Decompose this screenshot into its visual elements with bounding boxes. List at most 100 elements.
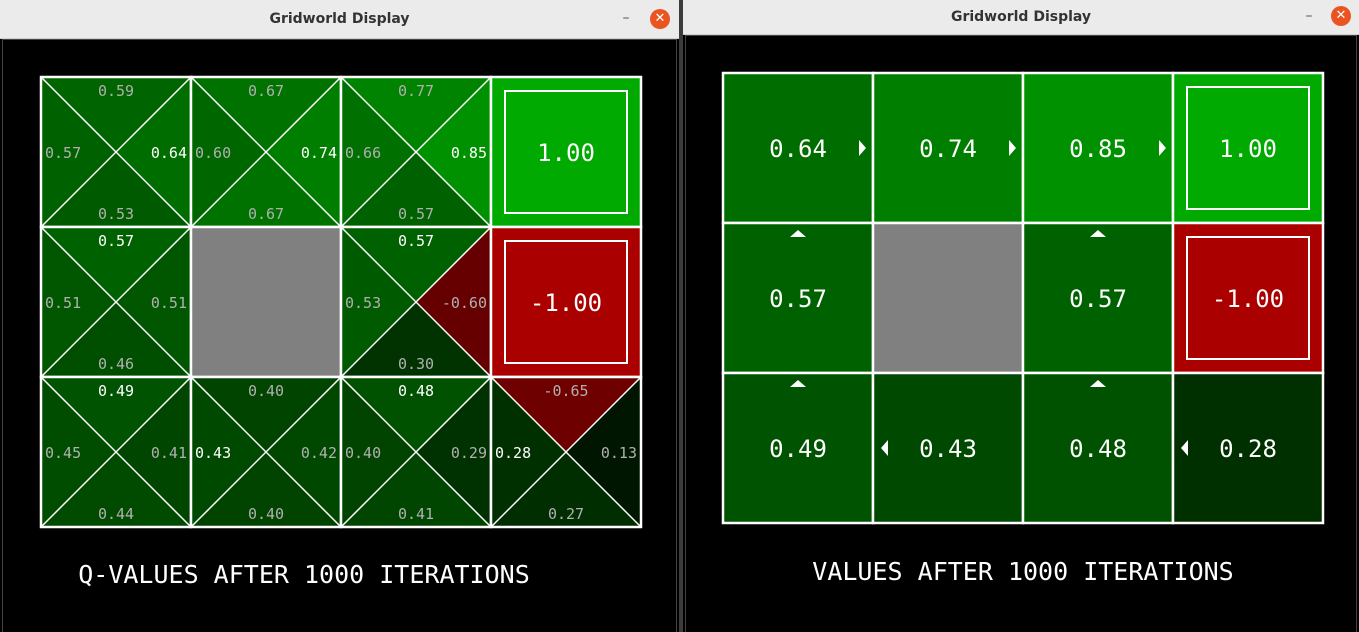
q-value-e: 0.74 bbox=[301, 144, 337, 162]
grid-cell: 0.57 -0.60 0.30 0.53 bbox=[339, 225, 493, 379]
terminal-cell bbox=[1173, 223, 1323, 373]
grid-cell: 0.48 0.29 0.41 0.40 bbox=[339, 375, 493, 529]
q-triangle-e bbox=[266, 77, 341, 227]
grid-cell: 0.28 bbox=[1171, 371, 1325, 525]
q-triangle-e bbox=[416, 227, 491, 377]
policy-arrow-icon bbox=[1009, 140, 1016, 156]
grid-cell: 0.67 0.74 0.67 0.60 bbox=[189, 75, 343, 229]
grid-cell: 0.74 bbox=[871, 71, 1025, 225]
q-value-n: 0.49 bbox=[98, 382, 134, 400]
terminal-inner-box bbox=[1186, 236, 1310, 360]
title-bar[interactable]: Gridworld Display – ✕ bbox=[683, 0, 1359, 35]
q-triangle-s bbox=[491, 452, 641, 527]
q-triangle-e bbox=[266, 377, 341, 527]
q-value-e: 0.13 bbox=[601, 444, 637, 462]
value-cell bbox=[1023, 73, 1173, 223]
policy-arrow-icon bbox=[790, 380, 806, 387]
q-triangle-s bbox=[191, 452, 341, 527]
q-value-e: 0.64 bbox=[151, 144, 187, 162]
terminal-cell bbox=[1173, 73, 1323, 223]
q-value-n: 0.57 bbox=[98, 232, 134, 250]
canvas-area: 0.59 0.64 0.53 0.57 0.67 0.74 0.67 0.60 0.77 0.85… bbox=[2, 39, 677, 632]
q-triangle-e bbox=[566, 377, 641, 527]
q-value-n: 0.67 bbox=[248, 82, 284, 100]
q-value-w: 0.28 bbox=[495, 444, 531, 462]
q-value-s: 0.30 bbox=[398, 355, 434, 373]
q-value-s: 0.53 bbox=[98, 205, 134, 223]
policy-arrow-icon bbox=[1090, 380, 1106, 387]
grid-cell: 0.48 bbox=[1021, 371, 1175, 525]
grid-cell: 0.57 bbox=[721, 221, 875, 375]
cell-diagonal bbox=[340, 226, 492, 378]
value-cell bbox=[873, 73, 1023, 223]
q-value-w: 0.60 bbox=[195, 144, 231, 162]
q-triangle-s bbox=[41, 302, 191, 377]
grid-cell: 1.00 bbox=[489, 75, 643, 229]
state-value: 0.28 bbox=[1219, 435, 1277, 463]
q-value-s: 0.67 bbox=[248, 205, 284, 223]
close-button[interactable]: ✕ bbox=[650, 9, 670, 29]
policy-arrow-icon bbox=[1181, 440, 1188, 456]
q-triangle-n bbox=[191, 377, 341, 452]
value-cell bbox=[1023, 223, 1173, 373]
cell-border bbox=[489, 375, 643, 529]
state-value: 0.57 bbox=[1069, 285, 1127, 313]
q-value-e: 0.51 bbox=[151, 294, 187, 312]
q-triangle-s bbox=[41, 452, 191, 527]
q-triangle-n bbox=[41, 227, 191, 302]
terminal-cell bbox=[491, 227, 641, 377]
q-triangle-s bbox=[341, 302, 491, 377]
value-cell bbox=[1023, 373, 1173, 523]
grid-cell: 0.77 0.85 0.57 0.66 bbox=[339, 75, 493, 229]
terminal-value: 1.00 bbox=[537, 139, 595, 167]
q-value-n: 0.48 bbox=[398, 382, 434, 400]
state-value: 0.49 bbox=[769, 435, 827, 463]
q-value-w: 0.57 bbox=[45, 144, 81, 162]
q-triangle-w bbox=[191, 77, 266, 227]
title-bar[interactable]: Gridworld Display – ✕ bbox=[0, 0, 679, 39]
q-value-n: 0.59 bbox=[98, 82, 134, 100]
q-value-s: 0.44 bbox=[98, 505, 134, 523]
q-value-n: 0.40 bbox=[248, 382, 284, 400]
state-value: 0.74 bbox=[919, 135, 977, 163]
q-triangle-n bbox=[341, 77, 491, 152]
q-triangle-w bbox=[41, 377, 116, 527]
grid-cell: 0.59 0.64 0.53 0.57 bbox=[39, 75, 193, 229]
qvalues-canvas: 0.59 0.64 0.53 0.57 0.67 0.74 0.67 0.60 0.77 0.85… bbox=[39, 75, 643, 589]
q-triangle-n bbox=[41, 77, 191, 152]
terminal-inner-box bbox=[504, 240, 628, 364]
grid-cell: -1.00 bbox=[1171, 221, 1325, 375]
grid-cell bbox=[871, 221, 1025, 375]
policy-arrow-icon bbox=[1090, 230, 1106, 237]
values-window: Gridworld Display – ✕ 0.64 0.74 0.85 1.00 0.… bbox=[683, 0, 1359, 632]
q-value-s: 0.57 bbox=[398, 205, 434, 223]
minimize-button[interactable]: – bbox=[622, 10, 630, 26]
q-triangle-e bbox=[116, 77, 191, 227]
value-cell bbox=[873, 373, 1023, 523]
cell-diagonal bbox=[190, 76, 342, 228]
q-triangle-n bbox=[491, 377, 641, 452]
q-value-e: -0.60 bbox=[442, 294, 487, 312]
q-value-s: 0.27 bbox=[548, 505, 584, 523]
grid-cell bbox=[189, 225, 343, 379]
policy-arrow-icon bbox=[859, 140, 866, 156]
grid-cell: 0.40 0.42 0.40 0.43 bbox=[189, 375, 343, 529]
q-value-s: 0.40 bbox=[248, 505, 284, 523]
q-triangle-e bbox=[416, 377, 491, 527]
close-button[interactable]: ✕ bbox=[1331, 6, 1351, 26]
grid-cell: 0.49 0.41 0.44 0.45 bbox=[39, 375, 193, 529]
values-canvas: 0.64 0.74 0.85 1.00 0.57 0.57 -1.00 0.49 0.43 0.4… bbox=[721, 71, 1325, 586]
minimize-button[interactable]: – bbox=[1305, 8, 1313, 24]
wall-cell bbox=[191, 227, 341, 377]
value-cell bbox=[723, 223, 873, 373]
terminal-inner-box bbox=[504, 90, 628, 214]
value-cell bbox=[723, 373, 873, 523]
qvalues-window: Gridworld Display – ✕ 0.59 0.64 0.53 0.57 0.… bbox=[0, 0, 679, 632]
grid-cell: 0.43 bbox=[871, 371, 1025, 525]
q-value-w: 0.53 bbox=[345, 294, 381, 312]
q-value-w: 0.45 bbox=[45, 444, 81, 462]
q-triangle-w bbox=[341, 77, 416, 227]
cell-diagonal bbox=[40, 376, 192, 528]
q-triangle-s bbox=[341, 152, 491, 227]
grid-cell: 0.49 bbox=[721, 371, 875, 525]
